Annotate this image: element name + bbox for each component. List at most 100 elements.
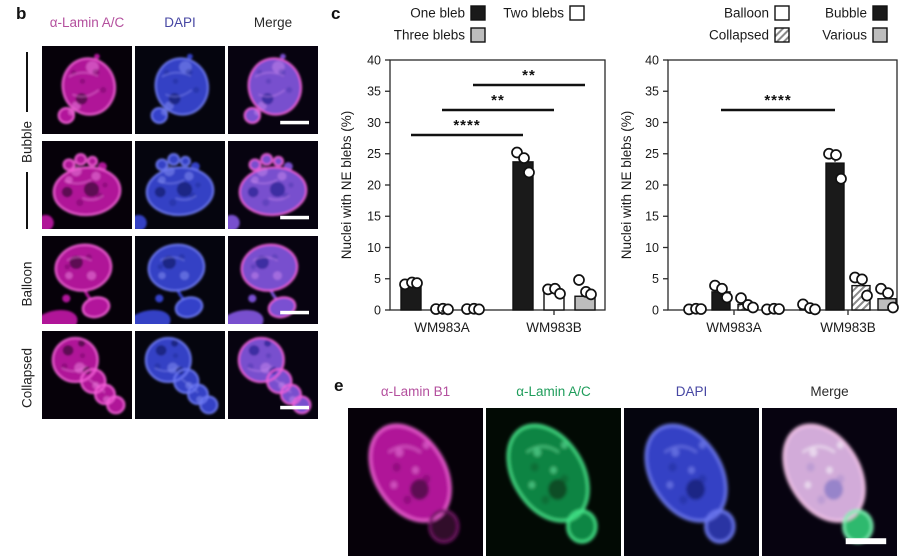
data-dot: [835, 172, 847, 185]
y-tick-label: 0: [652, 303, 659, 317]
panel-b-header-merge: Merge: [253, 15, 293, 30]
micrograph-collapsed-row4-lamin-ac: [42, 331, 132, 419]
data-dot: [887, 301, 899, 314]
y-tick-label: 20: [645, 178, 659, 192]
legend-swatch: [872, 27, 888, 43]
nucleus: [237, 336, 312, 415]
y-axis-label: Nuclei with NE blebs (%): [339, 111, 354, 260]
scale-bar: [845, 538, 887, 545]
nucleus: [368, 423, 460, 544]
data-dot: [473, 303, 485, 316]
data-dot: [442, 303, 454, 316]
x-category-label: WM983A: [706, 320, 762, 335]
scale-bar: [280, 215, 309, 220]
data-dot: [735, 292, 747, 304]
legend-label: Various: [822, 28, 867, 43]
micrograph-e-merge: [762, 408, 897, 556]
micrograph-balloon-row3-merge: [228, 236, 318, 324]
legend-swatch: [774, 5, 790, 21]
y-tick-label: 40: [367, 53, 381, 67]
legend-label: Three blebs: [394, 28, 466, 43]
micrograph-bubble-row1-lamin-ac: [42, 46, 132, 134]
nucleus: [506, 423, 598, 544]
data-dot: [882, 287, 894, 299]
data-dot: [411, 277, 423, 289]
legend-label: One bleb: [410, 6, 465, 21]
y-tick-label: 10: [367, 241, 381, 255]
bar-one-bleb-WM983B: [512, 161, 534, 311]
legend-swatch: [774, 27, 790, 43]
bubble-bracket-top: [26, 52, 28, 112]
nucleus: [135, 243, 206, 324]
nucleus: [228, 153, 308, 229]
panel-e-header-dapi: DAPI: [675, 384, 708, 399]
micrograph-bubble-row1-dapi: [135, 46, 225, 134]
panel-e-label: e: [334, 376, 344, 395]
scale-bar: [280, 310, 309, 315]
panel-c-label: c: [331, 4, 341, 23]
nucleus: [144, 336, 219, 415]
micrograph-bubble-row2-dapi: [135, 141, 225, 229]
significance-label: ****: [453, 117, 480, 134]
y-tick-label: 35: [367, 85, 381, 99]
data-dot: [573, 274, 585, 286]
row-label-balloon: Balloon: [19, 261, 35, 307]
legend-swatch: [569, 5, 585, 21]
scale-bar: [280, 405, 309, 410]
legend-swatch: [470, 27, 486, 43]
y-tick-label: 25: [645, 147, 659, 161]
scale-bar: [280, 120, 309, 125]
data-dot: [716, 282, 728, 295]
legend-label: Two blebs: [503, 6, 564, 21]
significance-label: **: [491, 92, 505, 109]
y-tick-label: 5: [374, 272, 381, 286]
y-tick-label: 5: [652, 272, 659, 286]
micrograph-bubble-row1-merge: [228, 46, 318, 134]
data-dot: [747, 301, 759, 314]
x-category-label: WM983B: [820, 320, 876, 335]
data-dot: [861, 289, 873, 302]
row-label-collapsed: Collapsed: [19, 347, 35, 409]
y-tick-label: 10: [645, 241, 659, 255]
y-tick-label: 15: [367, 210, 381, 224]
y-tick-label: 35: [645, 85, 659, 99]
data-dot: [809, 303, 821, 316]
bar-bubble-WM983B: [825, 162, 845, 311]
panel-b-header-lamin-ac: α-Lamin A/C: [49, 15, 125, 30]
data-dot: [721, 291, 733, 304]
panel-b-label: b: [16, 4, 27, 23]
y-tick-label: 25: [367, 147, 381, 161]
legend-swatch: [872, 5, 888, 21]
micrograph-collapsed-row4-merge: [228, 331, 318, 419]
bubble-bracket-bottom: [26, 172, 28, 229]
significance-label: ****: [764, 92, 791, 109]
legend-label: Collapsed: [709, 28, 769, 43]
panel-b-header-dapi: DAPI: [164, 15, 196, 30]
panel-e-header-lamin-ac: α-Lamin A/C: [516, 384, 591, 399]
y-tick-label: 40: [645, 53, 659, 67]
significance-label: **: [522, 67, 536, 84]
panel-e-header-merge: Merge: [810, 384, 849, 399]
chart-nuclei-bleb-count: One bleb Two blebs Three blebs 0 5 10 15 20 25 30…: [339, 5, 606, 335]
data-dot: [830, 149, 842, 161]
micrograph-bubble-row2-lamin-ac: [42, 141, 132, 229]
x-category-label: WM983B: [526, 320, 582, 335]
nucleus: [150, 53, 210, 125]
micrograph-bubble-row2-merge: [228, 141, 318, 229]
nucleus: [42, 153, 122, 229]
data-dot: [695, 303, 707, 315]
nucleus: [782, 423, 874, 544]
y-axis-label: Nuclei with NE blebs (%): [619, 111, 634, 260]
y-tick-label: 20: [367, 178, 381, 192]
nucleus: [228, 243, 299, 324]
micrograph-balloon-row3-dapi: [135, 236, 225, 324]
data-dot: [773, 303, 785, 315]
y-tick-label: 30: [367, 116, 381, 130]
data-dot: [518, 152, 530, 164]
legend-label: Bubble: [825, 6, 867, 21]
panel-e-header-lamin-b1: α-Lamin B1: [380, 384, 451, 399]
nucleus: [135, 153, 215, 229]
data-dot: [585, 288, 597, 301]
data-dot: [523, 166, 535, 179]
data-dot: [554, 287, 566, 300]
